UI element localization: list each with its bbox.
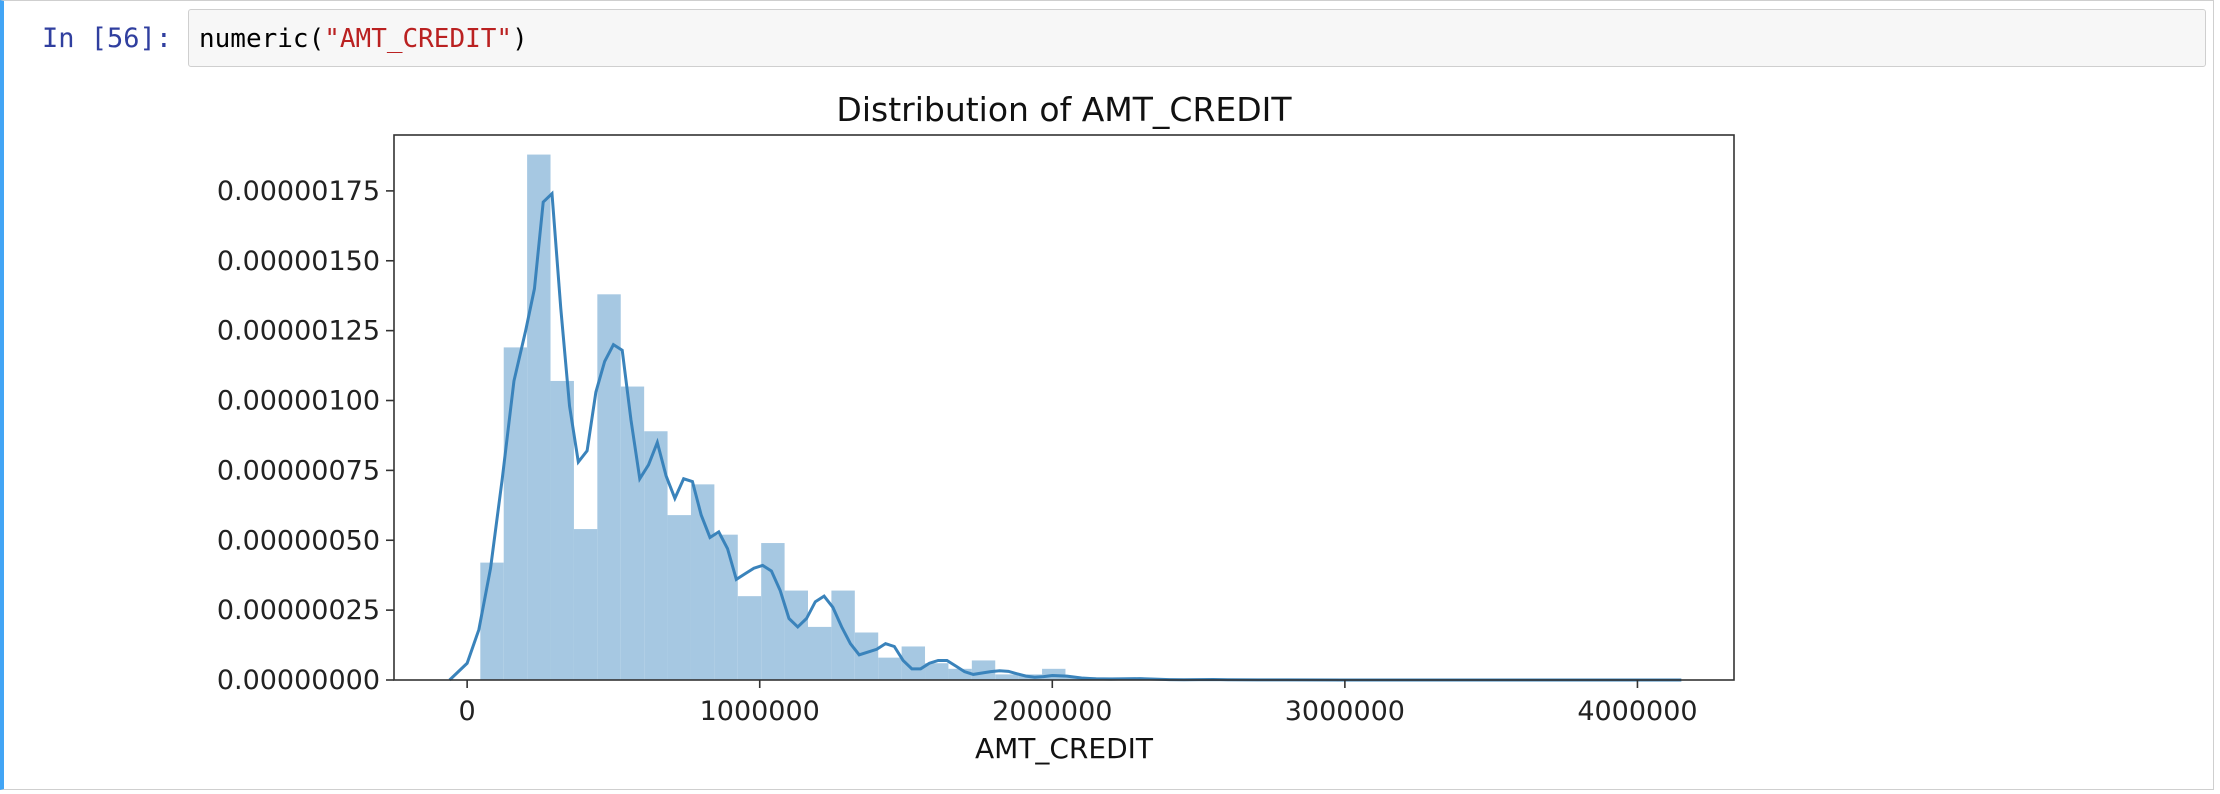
kde-line: [448, 190, 1682, 682]
histogram-bar: [503, 347, 528, 680]
y-axis: 0.00000000 0.00000025 0.00000050 0.00000075…: [217, 176, 394, 696]
input-prompt: In [56]:: [42, 23, 173, 54]
x-tick-label: 3000000: [1285, 696, 1405, 727]
x-axis: 0 1000000 2000000 3000000 4000000: [459, 680, 1698, 727]
histogram-bar: [878, 657, 902, 680]
x-axis-label: AMT_CREDIT: [975, 732, 1154, 765]
x-tick-label: 2000000: [992, 696, 1112, 727]
y-tick-label: 0.00000175: [217, 176, 380, 207]
histogram-bar: [995, 674, 1019, 680]
histogram-bar: [644, 431, 668, 680]
code-input-area[interactable]: numeric("AMT_CREDIT"): [188, 9, 2206, 67]
y-tick-label: 0.00000125: [217, 316, 380, 347]
x-tick-label: 0: [459, 696, 476, 727]
code-function: numeric(: [199, 24, 325, 54]
histogram-bar: [527, 154, 551, 681]
histogram-bar: [807, 626, 832, 680]
histogram-bar: [550, 380, 574, 680]
histogram-bar: [690, 484, 715, 680]
y-tick-label: 0.00000000: [217, 665, 380, 696]
histogram-bar: [948, 668, 972, 680]
histogram-bar: [761, 543, 785, 680]
histogram-bar: [901, 646, 926, 680]
histogram-bar: [667, 515, 691, 680]
histogram-bar: [784, 590, 808, 680]
histogram-bar: [854, 632, 879, 680]
histogram-bar: [714, 534, 738, 680]
y-tick-label: 0.00000050: [217, 525, 380, 556]
histogram-bars: [480, 154, 1675, 681]
histogram-bar: [573, 529, 598, 680]
distribution-chart: Distribution of AMT_CREDIT 0.000000000.0…: [217, 90, 1735, 765]
histogram-bar: [597, 294, 621, 680]
y-tick-label: 0.00000100: [217, 386, 380, 417]
histogram-bar: [831, 590, 855, 680]
y-tick-label: 0.00000150: [217, 246, 380, 277]
code-close-paren: ): [512, 24, 528, 54]
y-tick-label: 0.00000025: [217, 595, 380, 626]
histogram-bar: [480, 562, 504, 680]
plot-frame: [393, 134, 1735, 681]
y-tick-label: 0.00000075: [217, 455, 380, 486]
code-line[interactable]: numeric("AMT_CREDIT"): [199, 24, 528, 54]
code-string-argument: "AMT_CREDIT": [324, 24, 513, 54]
cell-output: Distribution of AMT_CREDIT 0.00000000 0.0…: [188, 81, 1768, 781]
chart-title: Distribution of AMT_CREDIT: [836, 90, 1292, 129]
histogram-bar: [925, 663, 949, 680]
x-tick-label: 1000000: [700, 696, 820, 727]
x-tick-label: 4000000: [1577, 696, 1697, 727]
histogram-bar: [737, 596, 762, 680]
